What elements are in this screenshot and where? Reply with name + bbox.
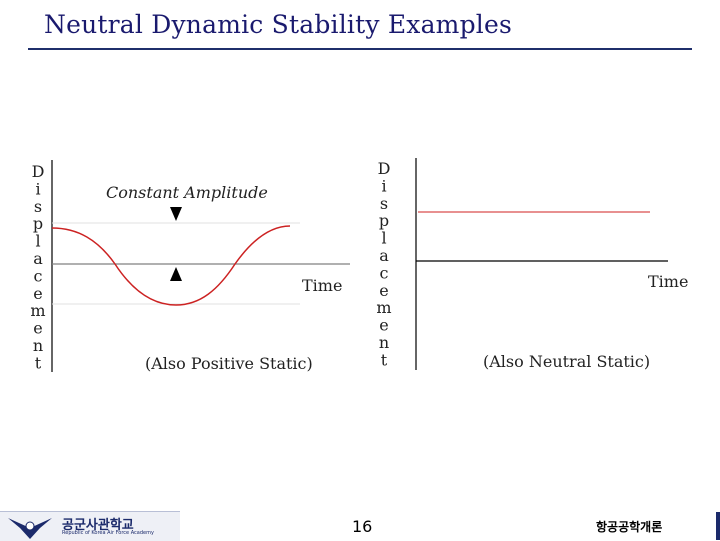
axis-letter: l — [35, 232, 40, 251]
axis-letter: c — [34, 266, 43, 285]
axis-letter: n — [379, 333, 389, 352]
axis-letter: l — [381, 229, 386, 248]
amplitude-arrow-down — [170, 207, 182, 221]
academy-emblem-icon — [8, 518, 52, 539]
axis-letter: a — [33, 249, 43, 268]
course-name: 항공공학개론 — [596, 520, 663, 534]
axis-letter: i — [381, 176, 386, 195]
axis-letter: t — [35, 353, 42, 372]
axis-letter: D — [32, 162, 45, 181]
footer-logo-area — [0, 511, 180, 541]
axis-letter: i — [35, 179, 40, 198]
footer-right-edge — [716, 512, 720, 540]
left-time-label: Time — [302, 276, 342, 295]
axis-letter: e — [379, 281, 388, 300]
axis-letter: e — [33, 284, 42, 303]
axis-letter: e — [33, 319, 42, 338]
constant-amplitude-label: Constant Amplitude — [106, 183, 268, 202]
footer-logo-text: 공군사관학교 — [62, 518, 134, 533]
axis-letter: t — [381, 350, 388, 369]
axis-letter: m — [30, 301, 45, 320]
axis-letter: s — [34, 197, 42, 216]
slide-title: Neutral Dynamic Stability Examples — [44, 10, 513, 39]
axis-letter: p — [379, 211, 389, 230]
footer-logo-subtext: Republic of Korea Air Force Academy — [62, 530, 154, 536]
left-caption: (Also Positive Static) — [145, 354, 313, 373]
axis-letter: s — [380, 194, 388, 213]
page-number: 16 — [352, 517, 373, 536]
axis-letter: e — [379, 316, 388, 335]
oscillation-curve — [51, 225, 291, 306]
title-rule — [28, 48, 692, 50]
amplitude-arrow-up — [170, 267, 182, 281]
axis-letter: D — [378, 159, 391, 178]
axis-letter: a — [379, 246, 389, 265]
axis-letter: p — [33, 214, 43, 233]
right-time-label: Time — [648, 272, 688, 291]
axis-letter: n — [33, 336, 43, 355]
axis-letter: m — [376, 298, 391, 317]
right-caption: (Also Neutral Static) — [483, 352, 650, 371]
axis-letter: c — [380, 263, 389, 282]
